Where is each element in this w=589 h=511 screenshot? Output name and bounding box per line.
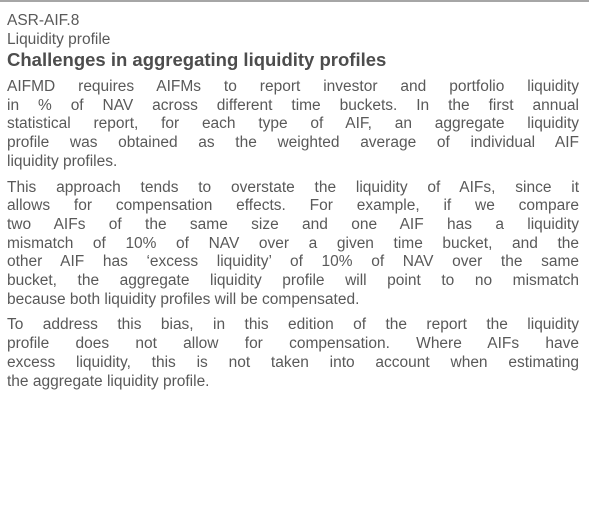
section-name: Liquidity profile — [7, 31, 111, 48]
text-line: other AIF has ‘excess liquidity’ of 10% … — [7, 253, 579, 271]
text-line: profile does not allow for compensation.… — [7, 335, 579, 353]
text-line: the aggregate liquidity profile. — [7, 372, 210, 390]
paragraph: To address this bias, in this edition of… — [7, 316, 579, 391]
report-code: ASR-AIF.8 — [7, 12, 80, 29]
paragraph: This approach tends to overstate the liq… — [7, 179, 579, 310]
title: Challenges in aggregating liquidity prof… — [7, 49, 387, 70]
text-line: two AIFs of the same size and one AIF ha… — [7, 215, 579, 233]
text-line: statistical report, for each type of AIF… — [7, 115, 579, 133]
paragraph: AIFMD requires AIFMs to report investor … — [7, 78, 579, 172]
text-line: bucket, the aggregate liquidity profile … — [7, 272, 579, 290]
body-text: AIFMD requires AIFMs to report investor … — [7, 78, 579, 391]
text-line: This approach tends to overstate the liq… — [7, 178, 579, 196]
text-line: To address this bias, in this edition of… — [7, 316, 579, 334]
text-line: excess liquidity, this is not taken into… — [7, 353, 579, 371]
text-line: AIFMD requires AIFMs to report investor … — [7, 78, 579, 95]
text-line: mismatch of 10% of NAV over a given time… — [7, 234, 579, 252]
text-line: because both liquidity profiles will be … — [7, 290, 360, 308]
text-line: profile was obtained as the weighted ave… — [7, 134, 579, 152]
text-line: in % of NAV across different time bucket… — [7, 96, 579, 114]
text-line: allows for compensation effects. For exa… — [7, 197, 579, 215]
text-line: liquidity profiles. — [7, 152, 118, 170]
